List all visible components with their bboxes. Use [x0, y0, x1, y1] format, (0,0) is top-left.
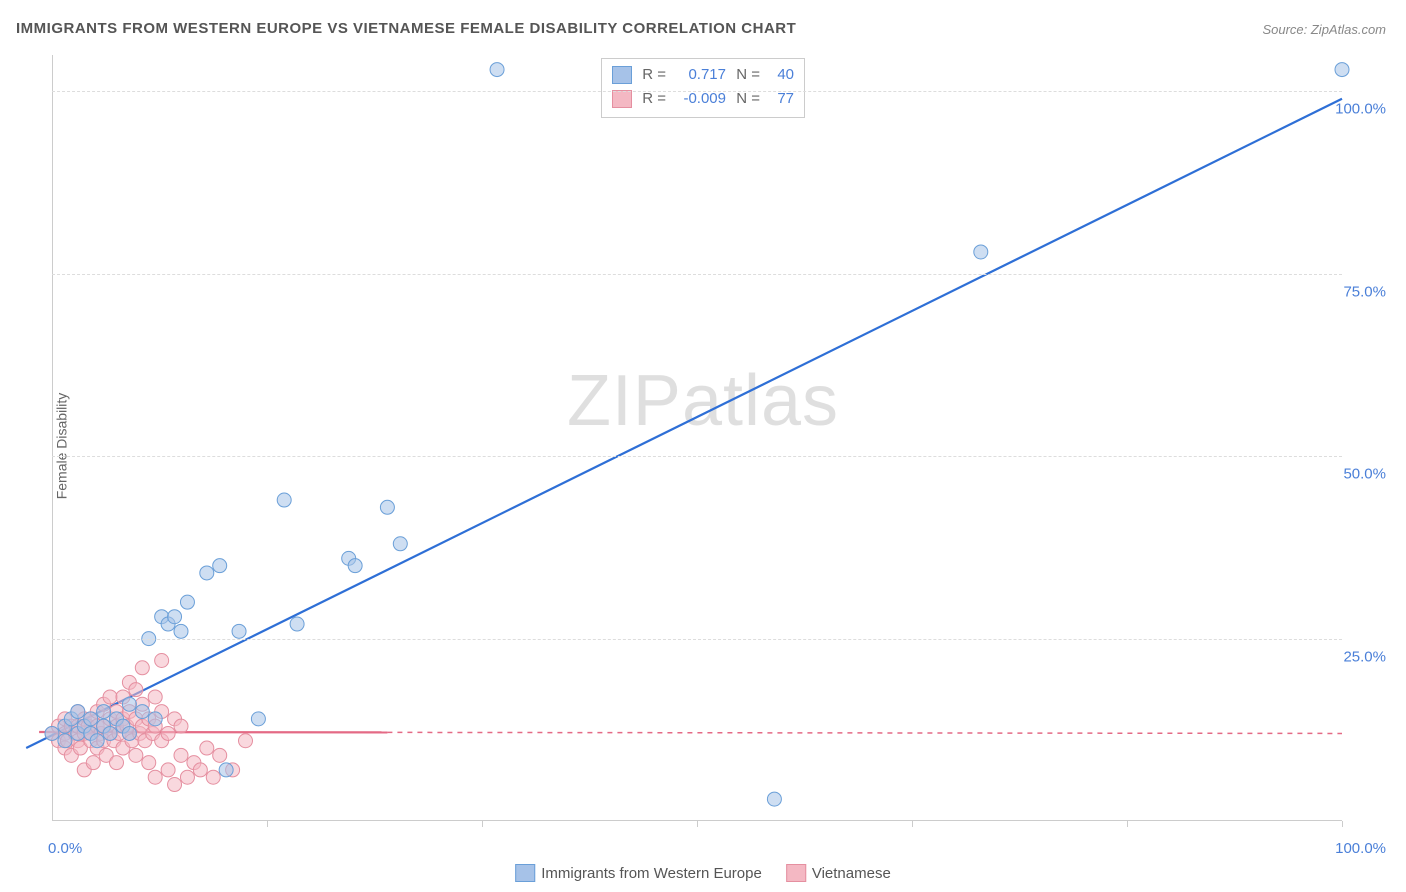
y-axis-tick-label: 50.0%	[1343, 466, 1386, 483]
y-axis-tick-label: 100.0%	[1335, 101, 1386, 118]
chart-svg	[52, 55, 1342, 821]
gridline	[52, 639, 1342, 640]
source-attribution: Source: ZipAtlas.com	[1262, 22, 1386, 37]
r-value: 0.717	[672, 63, 726, 87]
gridline	[52, 274, 1342, 275]
x-axis-tick	[482, 821, 483, 827]
legend-item: Immigrants from Western Europe	[515, 864, 762, 882]
y-axis-tick-label: 25.0%	[1343, 648, 1386, 665]
legend-label: Immigrants from Western Europe	[541, 865, 762, 882]
gridline	[52, 91, 1342, 92]
r-label: R =	[638, 63, 666, 87]
x-axis-tick	[912, 821, 913, 827]
legend-swatch-blue	[612, 66, 632, 84]
x-axis-tick	[267, 821, 268, 827]
y-axis-tick-label: 75.0%	[1343, 283, 1386, 300]
chart-title: IMMIGRANTS FROM WESTERN EUROPE VS VIETNA…	[16, 20, 796, 37]
legend-swatch-pink	[786, 864, 806, 882]
legend-label: Vietnamese	[812, 865, 891, 882]
x-axis-tick-max: 100.0%	[1335, 840, 1386, 857]
gridline	[52, 456, 1342, 457]
correlation-legend: R = 0.717 N = 40 R = -0.009 N = 77	[601, 58, 805, 118]
series-legend: Immigrants from Western Europe Vietnames…	[515, 864, 891, 882]
x-axis-tick	[1342, 821, 1343, 827]
x-axis-tick	[1127, 821, 1128, 827]
x-axis-tick	[697, 821, 698, 827]
legend-item: Vietnamese	[786, 864, 891, 882]
legend-swatch-blue	[515, 864, 535, 882]
n-value: 40	[766, 63, 794, 87]
n-label: N =	[732, 63, 760, 87]
legend-row: R = 0.717 N = 40	[612, 63, 794, 87]
x-axis-tick-min: 0.0%	[48, 840, 82, 857]
legend-swatch-pink	[612, 90, 632, 108]
